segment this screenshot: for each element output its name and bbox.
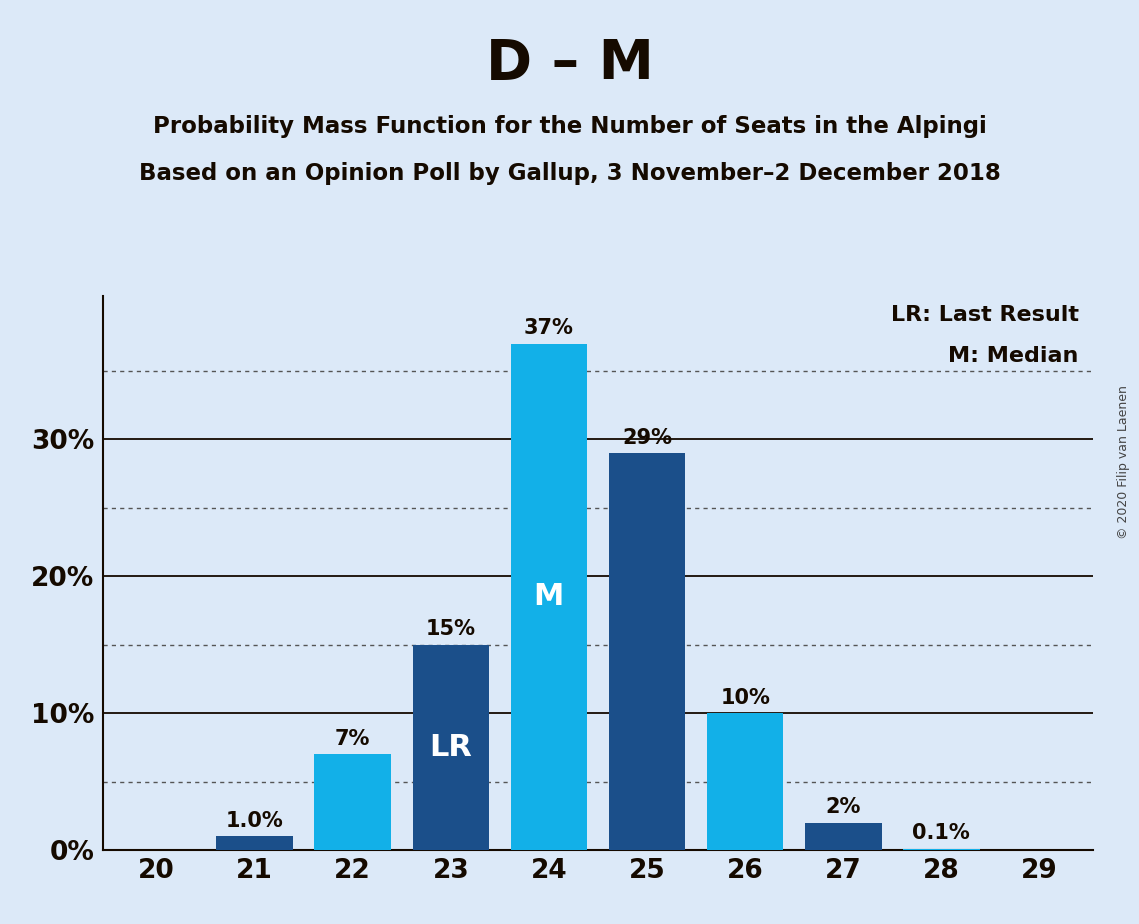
Text: LR: LR xyxy=(429,733,473,762)
Text: Probability Mass Function for the Number of Seats in the Alpingi: Probability Mass Function for the Number… xyxy=(153,116,986,139)
Text: 0.1%: 0.1% xyxy=(912,823,970,844)
Text: © 2020 Filip van Laenen: © 2020 Filip van Laenen xyxy=(1117,385,1130,539)
Text: LR: Last Result: LR: Last Result xyxy=(891,305,1079,325)
Text: 29%: 29% xyxy=(622,428,672,447)
Bar xyxy=(707,713,784,850)
Bar xyxy=(216,836,293,850)
Text: 7%: 7% xyxy=(335,729,370,748)
Text: D – M: D – M xyxy=(485,37,654,91)
Text: 15%: 15% xyxy=(426,619,476,639)
Bar xyxy=(805,822,882,850)
Bar xyxy=(608,453,686,850)
Text: M: Median: M: Median xyxy=(949,346,1079,366)
Text: Based on an Opinion Poll by Gallup, 3 November–2 December 2018: Based on an Opinion Poll by Gallup, 3 No… xyxy=(139,162,1000,185)
Bar xyxy=(510,344,588,850)
Bar xyxy=(903,849,980,850)
Text: 37%: 37% xyxy=(524,318,574,338)
Text: 10%: 10% xyxy=(720,687,770,708)
Bar xyxy=(314,754,391,850)
Text: 2%: 2% xyxy=(826,797,861,817)
Bar xyxy=(412,645,489,850)
Text: 1.0%: 1.0% xyxy=(226,811,284,831)
Text: M: M xyxy=(534,582,564,612)
